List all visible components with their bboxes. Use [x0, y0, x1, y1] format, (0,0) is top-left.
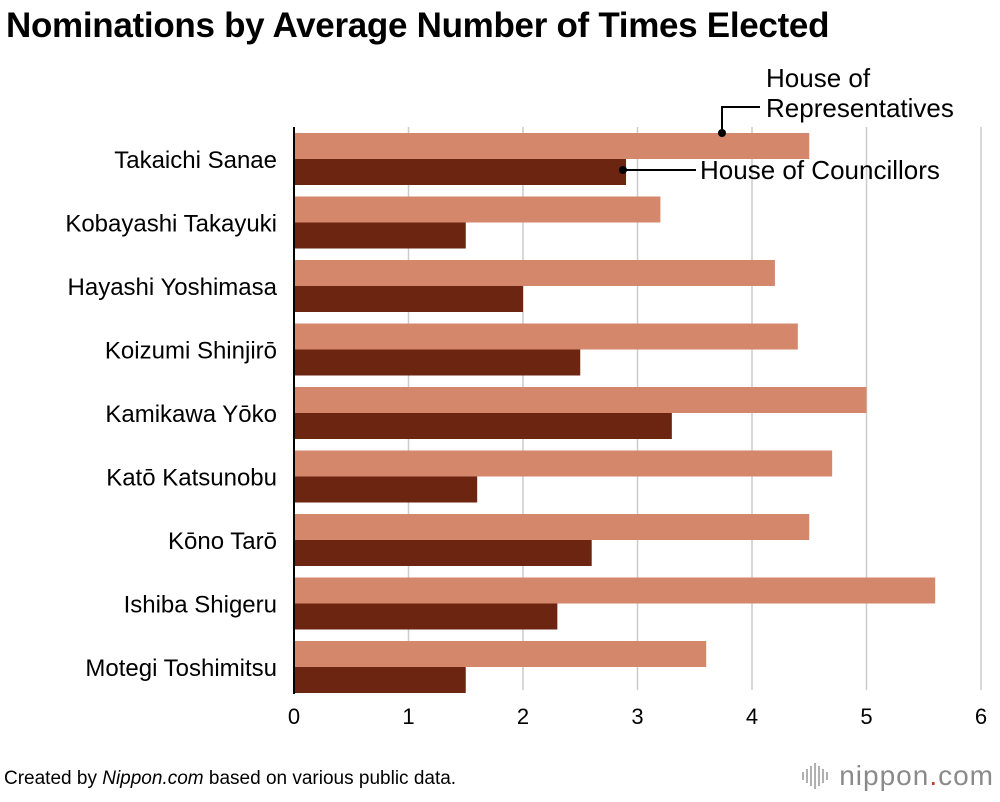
chart-title: Nominations by Average Number of Times E… [6, 6, 830, 45]
legend-representatives: Representatives [766, 93, 954, 123]
x-tick-label: 4 [746, 704, 758, 729]
category-label: Koizumi Shinjirō [105, 338, 277, 365]
bar-representatives [294, 323, 798, 350]
x-tick-label: 3 [631, 704, 643, 729]
bar-councillors [294, 476, 478, 503]
bar-councillors [294, 159, 627, 185]
bar-councillors [294, 667, 466, 693]
bar-councillors [294, 603, 558, 630]
category-label: Takaichi Sanae [114, 147, 277, 174]
logo-dot: . [929, 760, 939, 791]
source-credit: Created by Nippon.com based on various p… [4, 768, 456, 790]
category-label: Katō Katsunobu [106, 465, 277, 492]
bar-representatives [294, 196, 661, 223]
bar-representatives [294, 450, 833, 477]
source-credit-suffix: based on various public data. [203, 768, 457, 789]
category-label: Kōno Tarō [168, 528, 277, 555]
bar-representatives [294, 641, 707, 667]
x-tick-label: 2 [517, 704, 529, 729]
bar-representatives [294, 577, 936, 604]
nippon-logo: nippon. com [801, 760, 994, 792]
bar-councillors [294, 540, 592, 566]
bar-councillors [294, 286, 523, 312]
source-credit-site: Nippon.com [102, 768, 204, 789]
category-label: Ishiba Shigeru [124, 592, 277, 619]
bar-representatives [294, 514, 810, 540]
bar-councillors [294, 413, 672, 439]
bar-councillors [294, 222, 466, 249]
bar-representatives [294, 387, 867, 413]
category-label: Kamikawa Yōko [105, 401, 277, 428]
bar-representatives [294, 260, 775, 286]
category-label: Hayashi Yoshimasa [68, 274, 278, 301]
sound-wave-icon [802, 763, 829, 789]
category-label: Kobayashi Takayuki [65, 211, 277, 238]
x-tick-label: 6 [975, 704, 987, 729]
source-credit-prefix: Created by [4, 768, 103, 789]
callout-line-representatives [721, 106, 760, 133]
x-tick-label: 1 [402, 704, 414, 729]
bar-councillors [294, 349, 581, 376]
legend-councillors: House of Councillors [700, 155, 940, 185]
category-label: Motegi Toshimitsu [85, 655, 277, 682]
logo-text: nippon [839, 760, 930, 791]
legend-representatives: House of [766, 63, 871, 93]
x-tick-label: 5 [860, 704, 872, 729]
bar-representatives [294, 133, 810, 159]
x-tick-label: 0 [288, 704, 300, 729]
logo-tld: com [938, 760, 994, 791]
